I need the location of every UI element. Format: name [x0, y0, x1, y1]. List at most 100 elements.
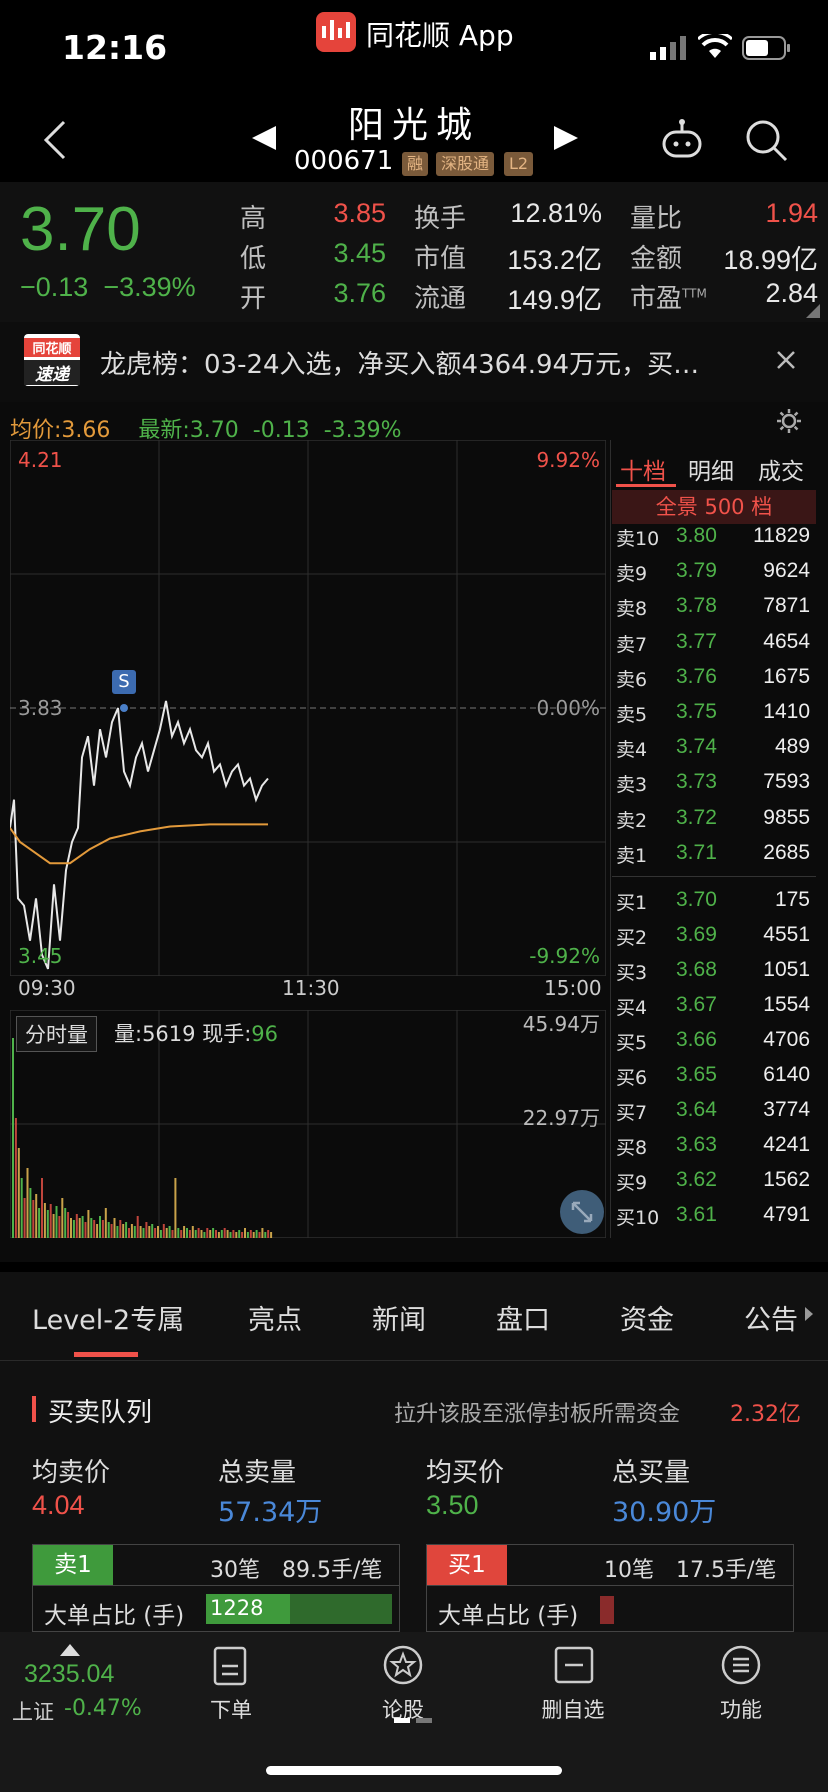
buy-level-volume: 4706 — [763, 1028, 810, 1051]
news-text[interactable]: 龙虎榜：03-24入选，净买入额4364.94万元，买… — [100, 350, 700, 380]
back-arrow-icon[interactable] — [40, 118, 70, 162]
page-indicator-active — [394, 1718, 410, 1723]
volume-bar — [244, 1228, 246, 1238]
tab-funds[interactable]: 资金 — [620, 1305, 674, 1336]
sell-level-row[interactable]: 卖6 3.76 1675 — [610, 665, 814, 700]
tab-news[interactable]: 新闻 — [372, 1305, 426, 1336]
sell-level-label: 卖8 — [616, 598, 648, 621]
volume-bar — [64, 1208, 67, 1238]
buy-level-row[interactable]: 买8 3.63 4241 — [610, 1133, 814, 1168]
buy-level-row[interactable]: 买4 3.67 1554 — [610, 993, 814, 1028]
volume-tag[interactable]: 分时量 — [16, 1016, 97, 1052]
buy1-queue-box[interactable] — [426, 1544, 794, 1632]
tab-trades[interactable]: 成交 — [758, 459, 804, 485]
sell1-queue-box[interactable] — [32, 1544, 400, 1632]
volume-bar — [200, 1230, 203, 1238]
panorama-button[interactable]: 全景 500 档 — [612, 490, 816, 524]
volume-bar — [217, 1232, 220, 1238]
sell-level-label: 卖5 — [616, 704, 648, 726]
tab-level2[interactable]: Level-2专属 — [32, 1305, 185, 1336]
prev-stock-icon[interactable] — [250, 124, 278, 152]
volume-bar — [72, 1220, 75, 1238]
quote-label-open: 开 — [240, 284, 267, 314]
buy-level-row[interactable]: 买5 3.66 4706 — [610, 1028, 814, 1063]
buy-level-row[interactable]: 买2 3.69 4551 — [610, 923, 814, 958]
tabs-more-arrow-icon[interactable] — [804, 1306, 814, 1322]
intraday-volume-chart[interactable] — [10, 1010, 606, 1238]
tab-handicap[interactable]: 盘口 — [496, 1305, 550, 1336]
total-sell-label: 总卖量 — [218, 1458, 297, 1488]
next-stock-icon[interactable] — [552, 124, 580, 152]
volume-bar — [101, 1220, 104, 1238]
margin-tag: 融 — [402, 152, 429, 176]
buy-level-row[interactable]: 买6 3.65 6140 — [610, 1063, 814, 1098]
fullscreen-button[interactable] — [560, 1190, 604, 1234]
buy1-big-bar — [600, 1596, 614, 1624]
chart-ref-label: 3.83 — [18, 696, 63, 720]
sell1-big-bar: 1228 — [206, 1594, 392, 1624]
volume-bar — [107, 1222, 110, 1238]
volume-bar — [12, 1038, 14, 1238]
nav-order-button[interactable]: 下单 — [176, 1644, 286, 1734]
sell-level-row[interactable]: 卖5 3.75 1410 — [610, 700, 814, 735]
index-value[interactable]: 3235.04 — [24, 1660, 115, 1688]
buy-level-row[interactable]: 买7 3.64 3774 — [610, 1098, 814, 1133]
sell-level-row[interactable]: 卖3 3.73 7593 — [610, 770, 814, 805]
hand-value: 96 — [251, 1022, 279, 1046]
avg-sell-label: 均卖价 — [32, 1458, 111, 1488]
tab-ten-levels[interactable]: 十档 — [620, 459, 666, 485]
sell-signal-marker[interactable]: S — [112, 670, 136, 694]
nav-remove-watchlist-button[interactable]: 删自选 — [518, 1644, 628, 1734]
buy-level-row[interactable]: 买9 3.62 1562 — [610, 1168, 814, 1203]
tab-announcements[interactable]: 公告 — [744, 1305, 798, 1336]
tab-detail[interactable]: 明细 — [688, 459, 734, 485]
sell-level-row[interactable]: 卖10 3.80 11829 — [610, 524, 814, 559]
sell-level-row[interactable]: 卖2 3.72 9855 — [610, 806, 814, 841]
volume-bar — [122, 1224, 125, 1238]
volume-bar — [165, 1228, 168, 1238]
sell-level-row[interactable]: 卖1 3.71 2685 — [610, 841, 814, 876]
sell-level-label: 卖9 — [616, 563, 648, 586]
quote-label-amount: 金额 — [630, 244, 683, 274]
nav-functions-button[interactable]: 功能 — [686, 1644, 796, 1734]
chart-pct-high: 9.92% — [536, 448, 600, 472]
sell-level-row[interactable]: 卖9 3.79 9624 — [610, 559, 814, 594]
orderbook-panel — [610, 440, 816, 1238]
buy-level-row[interactable]: 买3 3.68 1051 — [610, 958, 814, 993]
buy-level-volume: 4551 — [763, 923, 810, 946]
menu-icon — [721, 1645, 761, 1685]
sell-level-row[interactable]: 卖7 3.77 4654 — [610, 630, 814, 665]
buy-level-label: 买4 — [616, 997, 648, 1019]
index-name[interactable]: 上证 — [12, 1700, 54, 1724]
sell-level-row[interactable]: 卖8 3.78 7871 — [610, 594, 814, 629]
tab-highlights[interactable]: 亮点 — [248, 1305, 302, 1336]
search-icon[interactable] — [744, 118, 788, 162]
settings-gear-icon[interactable] — [776, 408, 802, 434]
volume-bar — [157, 1226, 159, 1238]
buy-level-row[interactable]: 买1 3.70 175 — [610, 888, 814, 923]
close-icon[interactable] — [776, 350, 796, 370]
buy-level-price: 3.65 — [676, 1063, 717, 1086]
buy-level-label: 买3 — [616, 962, 648, 984]
expand-corner-icon[interactable] — [806, 304, 820, 318]
buy-level-label: 买10 — [616, 1207, 660, 1229]
sell-level-volume: 7871 — [763, 594, 810, 618]
robot-icon[interactable] — [660, 118, 704, 160]
volume-bar — [186, 1228, 188, 1238]
volume-bar — [139, 1226, 142, 1238]
news-logo: 同花顺 速递 — [24, 334, 80, 386]
buy-level-label: 买2 — [616, 927, 648, 949]
chart-pct-low: -9.92% — [529, 944, 600, 968]
quote-value-float: 149.9亿 — [507, 285, 602, 315]
buy-level-row[interactable]: 买10 3.61 4791 — [610, 1203, 814, 1238]
latest-price-legend: 最新:3.70 — [138, 418, 239, 443]
stock-name: 阳光城 — [347, 105, 480, 146]
intraday-price-chart[interactable] — [10, 440, 606, 976]
buy1-per-order: 17.5手/笔 — [676, 1558, 777, 1583]
volume-bar — [220, 1230, 223, 1238]
news-bar[interactable] — [0, 322, 828, 402]
volume-bar — [232, 1230, 235, 1238]
detail-tabs — [0, 1272, 828, 1362]
sell-level-row[interactable]: 卖4 3.74 489 — [610, 735, 814, 770]
home-indicator[interactable] — [266, 1766, 562, 1775]
